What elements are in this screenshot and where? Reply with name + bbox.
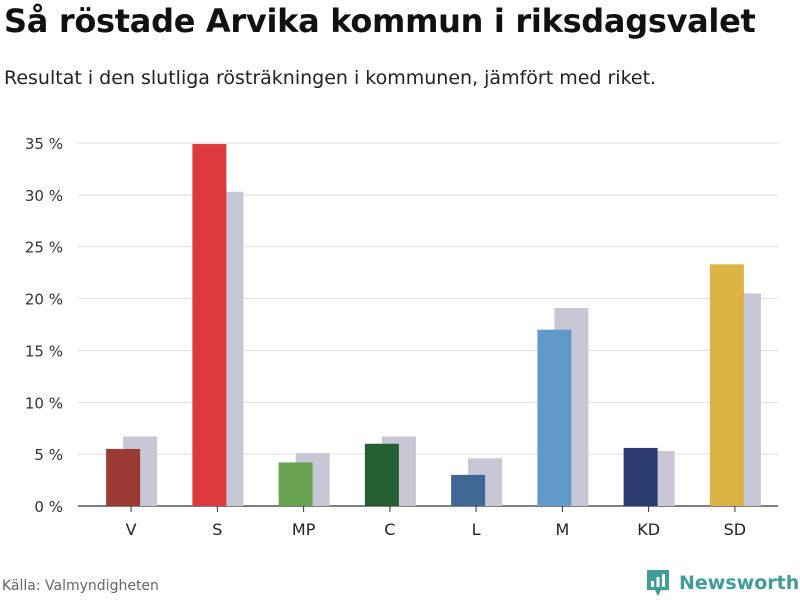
x-tick-label: V (126, 520, 137, 539)
x-tick-label: SD (724, 520, 746, 539)
x-tick-label: S (212, 520, 222, 539)
chart-title: Så röstade Arvika kommun i riksdagsvalet (4, 2, 756, 40)
bar-chart: 0 % 5 % 10 % 15 % 20 % 25 % 30 % 35 % V S MP C L M KD S… (25, 135, 778, 539)
bar-kommun-v (106, 448, 141, 506)
y-tick-label: 15 % (25, 342, 63, 360)
y-tick-label: 35 % (25, 135, 63, 153)
y-tick-label: 25 % (25, 239, 63, 257)
x-tick-label: KD (637, 520, 660, 539)
y-tick-label: 20 % (25, 291, 63, 309)
bar-kommun-sd (709, 264, 744, 506)
y-tick-label: 5 % (34, 446, 63, 464)
bar-chart-badge-icon (647, 570, 669, 596)
x-tick-label: MP (292, 520, 316, 539)
bar-kommun-l (451, 474, 486, 506)
brand-name: Newsworthy (679, 572, 800, 594)
bar-kommun-mp (278, 462, 313, 506)
x-tick-label: M (555, 520, 569, 539)
bar-kommun-s (192, 144, 227, 506)
y-tick-label: 10 % (25, 394, 63, 412)
bar-kommun-kd (623, 447, 658, 506)
source-note: Källa: Valmyndigheten (2, 578, 159, 594)
chart-subtitle: Resultat i den slutliga rösträkningen i … (4, 67, 657, 89)
x-tick-label: C (384, 520, 395, 539)
newsworthy-brand: Newsworthy (645, 568, 800, 598)
y-tick-label: 0 % (34, 498, 63, 516)
y-tick-label: 30 % (25, 187, 63, 205)
bar-kommun-c (364, 443, 399, 506)
x-tick-label: L (472, 520, 481, 539)
bar-kommun-m (537, 329, 572, 506)
